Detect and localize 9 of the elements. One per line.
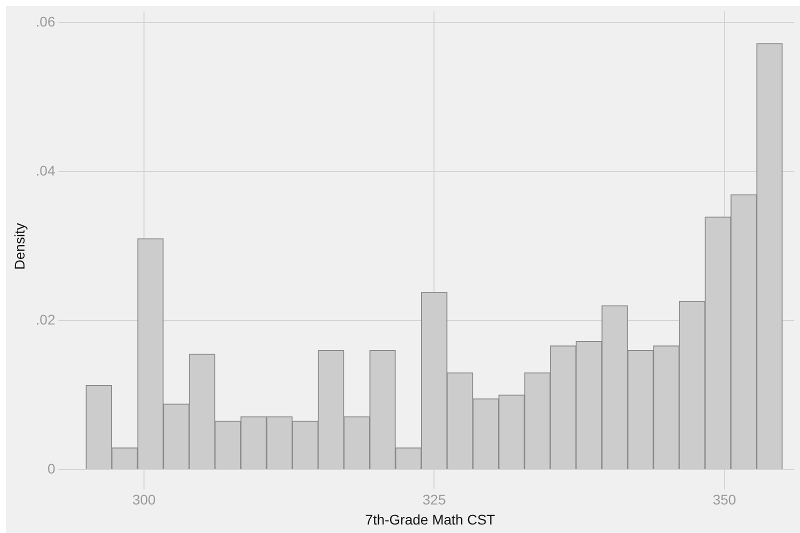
y-axis-title: Density [11,223,28,270]
y-tick-label: 0 [47,460,56,476]
y-tick-label: .04 [36,162,56,178]
x-tick-label: 325 [422,492,446,508]
y-tick-label: .06 [36,13,56,30]
x-axis-title: 7th-Grade Math CST [365,511,496,528]
y-tick-label: .02 [36,311,56,328]
x-tick-label: 350 [712,492,736,508]
x-tick-label: 300 [132,492,156,508]
